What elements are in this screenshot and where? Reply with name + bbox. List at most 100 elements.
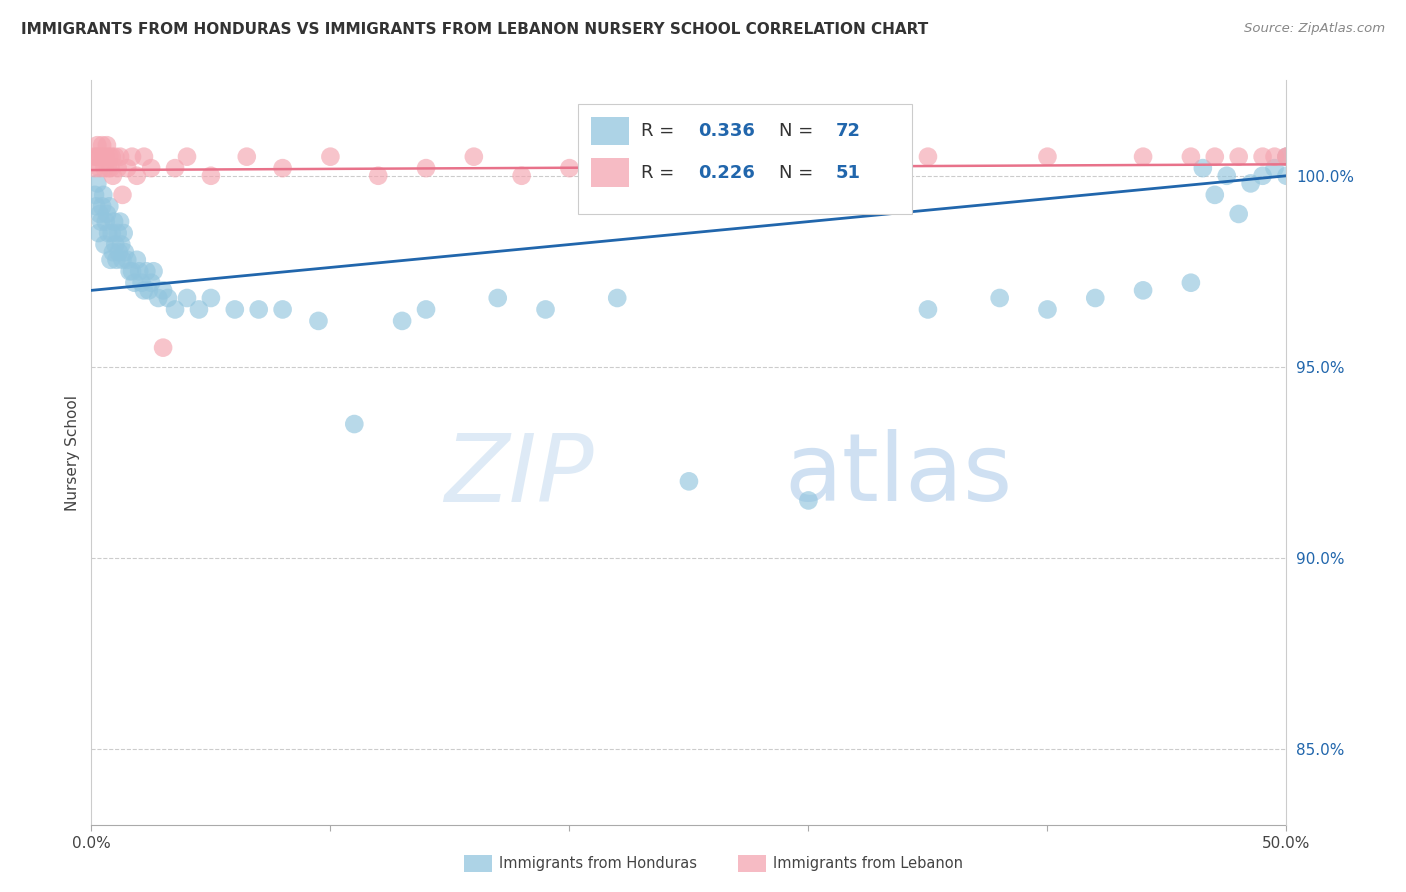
Point bbox=[132, 150, 155, 164]
Point bbox=[100, 252, 122, 267]
Point bbox=[90, 214, 112, 228]
Point bbox=[84, 150, 107, 164]
Point bbox=[98, 150, 121, 164]
Text: ZIP: ZIP bbox=[444, 430, 593, 521]
Point bbox=[1227, 207, 1250, 221]
Point bbox=[104, 150, 127, 164]
FancyBboxPatch shape bbox=[591, 117, 630, 145]
Point bbox=[135, 264, 157, 278]
Point bbox=[93, 161, 115, 175]
Point bbox=[107, 226, 129, 240]
Point bbox=[319, 150, 342, 164]
Point bbox=[1192, 161, 1215, 175]
Point bbox=[152, 284, 174, 298]
Point bbox=[100, 161, 122, 175]
Point bbox=[678, 475, 700, 489]
Point bbox=[121, 150, 143, 164]
Point bbox=[108, 150, 131, 164]
Point bbox=[111, 187, 134, 202]
Point bbox=[90, 150, 112, 164]
Point bbox=[510, 169, 533, 183]
Point bbox=[148, 291, 170, 305]
Point bbox=[391, 314, 413, 328]
Point bbox=[121, 264, 143, 278]
Point bbox=[97, 226, 120, 240]
Point bbox=[98, 199, 121, 213]
Point bbox=[1036, 302, 1059, 317]
Point bbox=[84, 187, 107, 202]
Point bbox=[110, 237, 132, 252]
Point bbox=[128, 264, 150, 278]
Point bbox=[118, 264, 141, 278]
Text: R =: R = bbox=[641, 163, 681, 182]
Point bbox=[463, 150, 485, 164]
Text: 0.336: 0.336 bbox=[699, 122, 755, 140]
Point bbox=[1227, 150, 1250, 164]
Point bbox=[163, 302, 186, 317]
Point bbox=[1132, 284, 1154, 298]
Point bbox=[1132, 150, 1154, 164]
Point bbox=[100, 150, 122, 164]
Point bbox=[1204, 187, 1226, 202]
Point bbox=[114, 245, 136, 260]
Point bbox=[606, 150, 628, 164]
Point bbox=[1275, 169, 1298, 183]
Point bbox=[235, 150, 259, 164]
Point bbox=[797, 493, 820, 508]
Point bbox=[86, 138, 108, 153]
Point bbox=[224, 302, 246, 317]
Point bbox=[200, 169, 222, 183]
Point bbox=[125, 252, 148, 267]
Text: 72: 72 bbox=[837, 122, 860, 140]
Point bbox=[93, 237, 115, 252]
Point bbox=[108, 214, 131, 228]
Point bbox=[91, 138, 114, 153]
Point bbox=[107, 161, 129, 175]
Point bbox=[271, 302, 294, 317]
Point bbox=[343, 417, 366, 431]
Point bbox=[100, 226, 122, 240]
Point bbox=[91, 199, 114, 213]
Point bbox=[271, 161, 294, 175]
Point bbox=[415, 302, 437, 317]
Point bbox=[176, 291, 198, 305]
Point bbox=[112, 226, 135, 240]
Point bbox=[142, 264, 165, 278]
Point bbox=[1084, 291, 1107, 305]
Point bbox=[156, 291, 179, 305]
Text: N =: N = bbox=[779, 163, 818, 182]
Text: atlas: atlas bbox=[785, 429, 1012, 521]
Point bbox=[1264, 161, 1286, 175]
Text: Source: ZipAtlas.com: Source: ZipAtlas.com bbox=[1244, 22, 1385, 36]
Point bbox=[917, 302, 939, 317]
Point bbox=[152, 341, 174, 355]
Point bbox=[94, 214, 117, 228]
Point bbox=[200, 291, 222, 305]
Point bbox=[138, 284, 160, 298]
Point bbox=[307, 314, 329, 328]
Point bbox=[1264, 150, 1286, 164]
Point bbox=[141, 276, 162, 290]
Point bbox=[96, 207, 118, 221]
Point bbox=[108, 245, 131, 260]
Point bbox=[101, 245, 124, 260]
Point bbox=[1215, 169, 1237, 183]
Point bbox=[89, 161, 111, 175]
Point bbox=[797, 161, 820, 175]
Point bbox=[534, 302, 557, 317]
Point bbox=[415, 161, 437, 175]
Point bbox=[486, 291, 509, 305]
Text: Immigrants from Honduras: Immigrants from Honduras bbox=[499, 856, 697, 871]
Point bbox=[84, 199, 107, 213]
Point bbox=[89, 207, 111, 221]
Point bbox=[1251, 150, 1274, 164]
FancyBboxPatch shape bbox=[591, 159, 630, 186]
Point bbox=[94, 150, 117, 164]
Point bbox=[1275, 150, 1298, 164]
Point bbox=[1036, 150, 1059, 164]
Point bbox=[1240, 177, 1263, 191]
Point bbox=[87, 226, 110, 240]
Point bbox=[247, 302, 270, 317]
Point bbox=[87, 150, 110, 164]
Text: Immigrants from Lebanon: Immigrants from Lebanon bbox=[773, 856, 963, 871]
